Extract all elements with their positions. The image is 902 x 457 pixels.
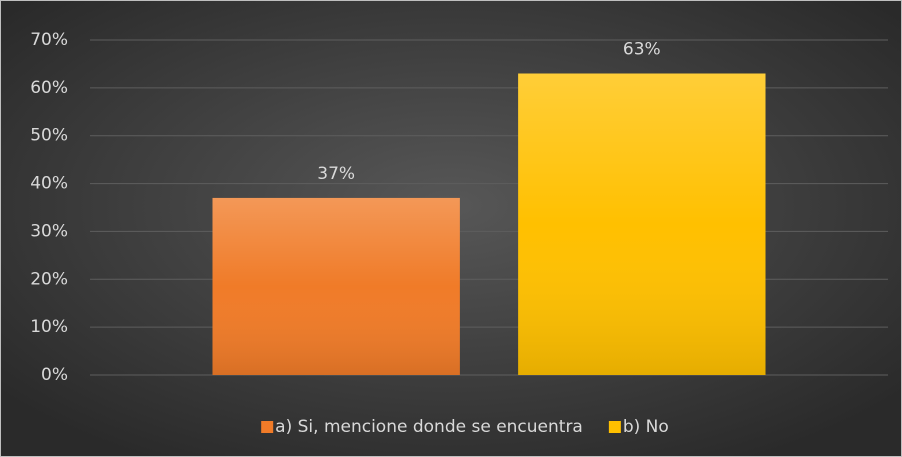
legend-label: a) Si, mencione donde se encuentra	[275, 417, 583, 437]
bar	[518, 73, 766, 375]
legend-label: b) No	[623, 417, 669, 437]
y-tick-label: 50%	[30, 126, 68, 146]
data-label: 63%	[623, 40, 661, 60]
y-tick-label: 20%	[30, 269, 68, 289]
y-tick-label: 60%	[30, 78, 68, 98]
y-tick-label: 40%	[30, 174, 68, 194]
y-tick-label: 10%	[30, 317, 68, 337]
data-label: 37%	[317, 164, 355, 184]
legend-swatch	[261, 421, 274, 433]
y-tick-label: 0%	[41, 365, 68, 385]
bar	[212, 197, 460, 375]
legend-swatch	[608, 421, 621, 433]
y-tick-label: 70%	[30, 30, 68, 50]
y-tick-label: 30%	[30, 221, 68, 241]
